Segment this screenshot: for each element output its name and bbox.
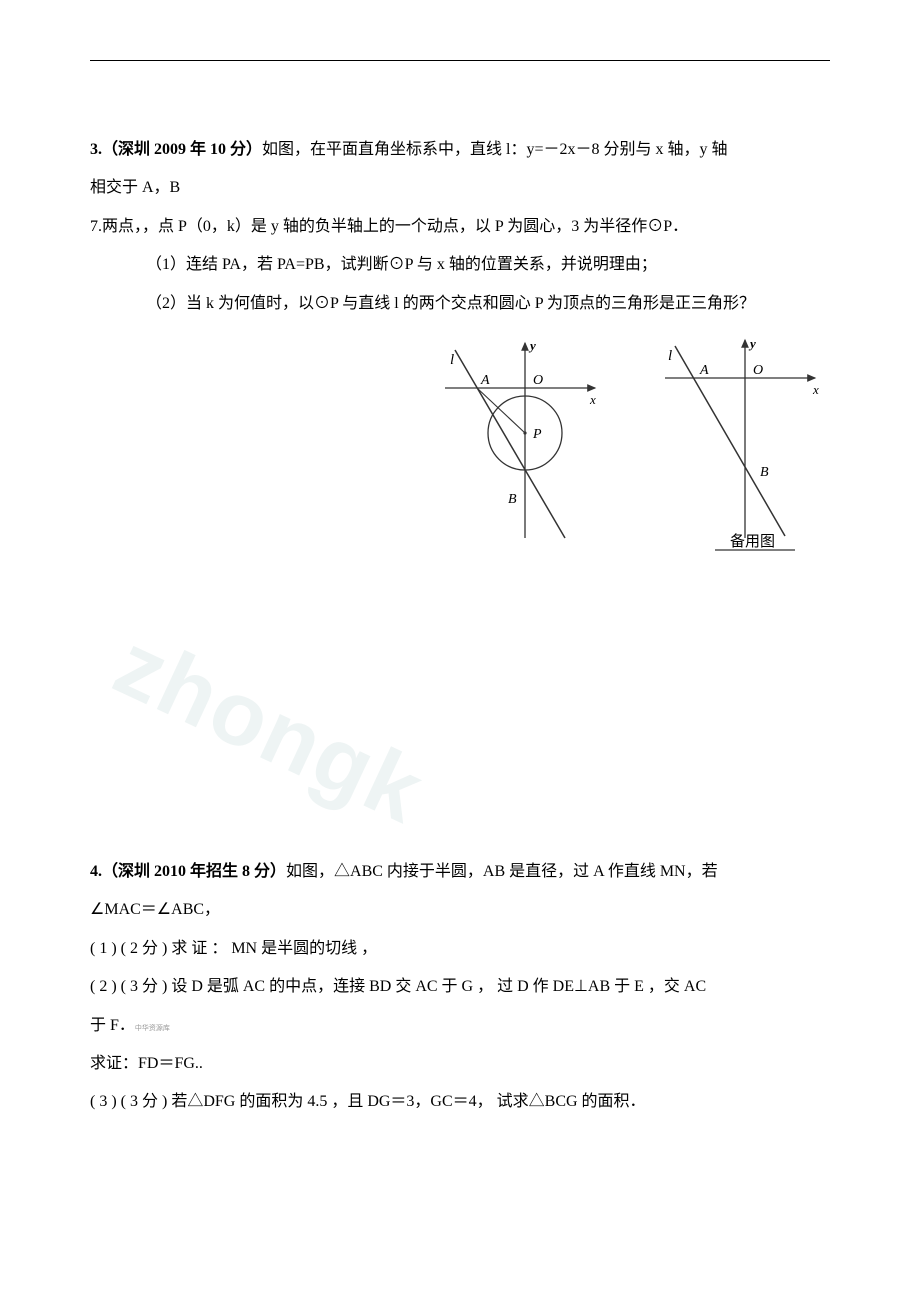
figure-left-panel: l A O x y P B — [445, 338, 596, 538]
label-y-r: y — [748, 336, 756, 351]
q4-p3: 求证：FD＝FG.. — [90, 1045, 830, 1083]
q4-p1: ( 1 ) ( 2 分 ) 求 证 ： MN 是半圆的切线 ， — [90, 930, 830, 968]
label-P: P — [532, 427, 542, 442]
label-x: x — [589, 392, 596, 407]
q3-line1: 3.（深圳 2009 年 10 分）如图，在平面直角坐标系中，直线 l：y=－2… — [90, 131, 830, 169]
label-O: O — [533, 373, 543, 388]
label-l: l — [450, 352, 454, 368]
top-rule — [90, 60, 830, 61]
q4-p2b-pre: 于 F． — [90, 1017, 135, 1034]
q4-p4: ( 3 ) ( 3 分 ) 若△DFG 的面积为 4.5 ，且 DG＝3，GC＝… — [90, 1083, 830, 1121]
q4-prefix: 4.（深圳 2010 年招生 8 分） — [90, 863, 286, 880]
q4-source-mark: 中华资源库 — [135, 1024, 170, 1032]
line-l — [455, 350, 565, 538]
label-A: A — [480, 373, 490, 388]
q3-prefix: 3.（深圳 2009 年 10 分） — [90, 141, 262, 158]
label-O-r: O — [753, 363, 763, 378]
q4-p2b: 于 F．中华资源库 — [90, 1007, 830, 1045]
label-A-r: A — [699, 363, 709, 378]
label-B-r: B — [760, 465, 769, 480]
spacer — [90, 593, 830, 853]
line-l-r — [675, 346, 785, 536]
caption-text: 备用图 — [730, 533, 775, 550]
figure-right-panel: l A O x y B 备用图 — [665, 336, 819, 550]
q4-p2a: ( 2 ) ( 3 分 ) 设 D 是弧 AC 的中点，连接 BD 交 AC 于… — [90, 968, 830, 1006]
label-x-r: x — [812, 382, 819, 397]
segment-pa — [477, 388, 525, 433]
q3-sub1: （1）连结 PA，若 PA=PB，试判断⊙P 与 x 轴的位置关系，并说明理由； — [90, 246, 830, 284]
q3-sub2: （2）当 k 为何值时，以⊙P 与直线 l 的两个交点和圆心 P 为顶点的三角形… — [90, 285, 830, 323]
q3-figure: l A O x y P B l A O x y B 备用图 — [90, 333, 830, 573]
q4-line1: 4.（深圳 2010 年招生 8 分）如图，△ABC 内接于半圆，AB 是直径，… — [90, 853, 830, 891]
q3-line2: 相交于 A，B — [90, 169, 830, 207]
q3-line3: 7.两点，，点 P（0，k）是 y 轴的负半轴上的一个动点，以 P 为圆心，3 … — [90, 208, 830, 246]
q4-line1-rest: 如图，△ABC 内接于半圆，AB 是直径，过 A 作直线 MN，若 — [286, 863, 718, 880]
center-dot — [523, 431, 526, 434]
q4-line2: ∠MAC＝∠ABC， — [90, 891, 830, 929]
label-l-r: l — [668, 348, 672, 364]
q3-line1-rest: 如图，在平面直角坐标系中，直线 l：y=－2x－8 分别与 x 轴，y 轴 — [262, 141, 727, 158]
label-y: y — [528, 338, 536, 353]
label-B: B — [508, 492, 517, 507]
q3-figure-svg: l A O x y P B l A O x y B 备用图 — [440, 333, 840, 558]
